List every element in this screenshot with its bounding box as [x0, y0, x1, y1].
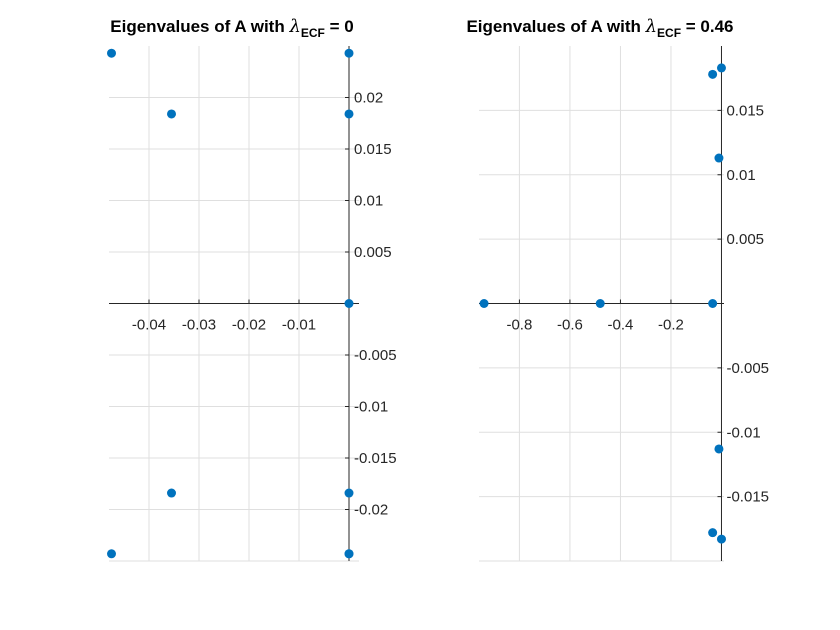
left-y-tick-label: -0.015: [354, 450, 397, 467]
right-title-prefix: Eigenvalues of A with: [466, 17, 645, 36]
left-tick-labels: -0.04 -0.03 -0.02 -0.01 0.02 0.015 0.01 0.005 -0…: [132, 90, 397, 519]
right-x-tick-label: -0.4: [608, 317, 634, 334]
left-axes: [109, 46, 359, 561]
left-chart-title: Eigenvalues of A with λECF = 0: [110, 16, 353, 40]
right-y-tick-label: -0.005: [726, 360, 769, 377]
right-panel: -0.8 -0.6 -0.4 -0.2 0.015 0.01 0.005 -0.005 -0.0…: [466, 16, 769, 562]
left-eigenvalue-point: [344, 488, 354, 498]
right-points: [479, 63, 726, 544]
left-y-tick-label: 0.005: [354, 244, 392, 261]
left-y-tick-label: 0.015: [354, 141, 392, 158]
left-panel: -0.04 -0.03 -0.02 -0.01 0.02 0.015 0.01 0.005 -0…: [107, 16, 397, 562]
right-y-tick-label: 0.005: [726, 231, 764, 248]
left-title-lambda: λ: [288, 16, 300, 37]
left-y-tick-label: 0.01: [354, 193, 383, 210]
right-eigenvalue-point: [708, 299, 718, 308]
left-eigenvalue-point: [107, 48, 116, 58]
right-title-suffix: = 0.46: [681, 17, 733, 36]
right-eigenvalue-point: [714, 153, 724, 163]
right-y-tick-label: 0.01: [726, 167, 755, 184]
left-x-tick-label: -0.04: [132, 317, 166, 334]
right-eigenvalue-point: [714, 444, 724, 454]
right-chart-title: Eigenvalues of A with λECF = 0.46: [466, 16, 733, 40]
left-eigenvalue-point: [167, 109, 176, 119]
right-x-tick-label: -0.8: [506, 317, 532, 334]
left-eigenvalue-point: [107, 549, 116, 559]
left-eigenvalue-point: [344, 549, 354, 559]
left-eigenvalue-point: [167, 488, 176, 498]
left-y-tick-label: -0.01: [354, 399, 388, 416]
right-eigenvalue-point: [716, 534, 726, 544]
left-points: [107, 48, 354, 559]
right-y-tick-label: -0.015: [726, 489, 769, 506]
left-title-suffix: = 0: [325, 17, 354, 36]
right-title-subscript: ECF: [657, 26, 681, 40]
left-y-tick-label: -0.02: [354, 502, 388, 519]
right-title-lambda: λ: [645, 16, 657, 37]
left-title-subscript: ECF: [301, 26, 325, 40]
left-eigenvalue-point: [344, 299, 354, 308]
right-y-tick-label: 0.015: [726, 102, 764, 119]
right-y-tick-label: -0.01: [726, 424, 760, 441]
right-tick-labels: -0.8 -0.6 -0.4 -0.2 0.015 0.01 0.005 -0.005 -0.0…: [506, 102, 769, 505]
right-x-tick-label: -0.6: [557, 317, 583, 334]
left-x-tick-label: -0.02: [232, 317, 266, 334]
left-y-tick-label: 0.02: [354, 90, 383, 107]
right-eigenvalue-point: [595, 299, 605, 308]
right-x-tick-label: -0.2: [658, 317, 684, 334]
left-x-tick-label: -0.03: [182, 317, 216, 334]
left-eigenvalue-point: [344, 48, 354, 58]
left-eigenvalue-point: [344, 109, 354, 119]
right-eigenvalue-point: [708, 528, 718, 538]
right-eigenvalue-point: [716, 63, 726, 73]
left-grid: [109, 46, 359, 562]
left-title-prefix: Eigenvalues of A with: [110, 17, 289, 36]
left-x-tick-label: -0.01: [282, 317, 316, 334]
left-y-tick-label: -0.005: [354, 347, 397, 364]
right-eigenvalue-point: [479, 299, 489, 308]
right-eigenvalue-point: [708, 69, 718, 79]
